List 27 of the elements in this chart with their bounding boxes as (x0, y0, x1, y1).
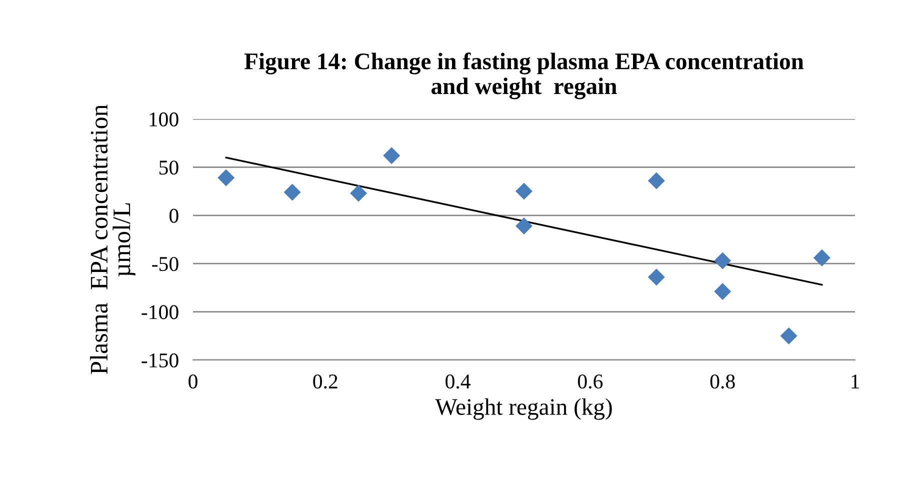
point (350, 184, 368, 202)
point (780, 327, 798, 344)
x-axis-title: Weight regain (kg) (435, 398, 612, 420)
x-tick-label: 1 (852, 374, 859, 388)
point (515, 182, 533, 200)
y-axis-title: Plasma EPA concentration µmol/L (90, 104, 136, 374)
point (714, 252, 732, 270)
point (714, 283, 732, 300)
y-tick-label: 50 (159, 160, 178, 175)
y-tick-label: 100 (150, 112, 178, 126)
y-tick-label: -100 (142, 305, 178, 320)
point (648, 268, 665, 286)
point (515, 218, 533, 235)
y-tick-label: -50 (152, 256, 178, 272)
y-tick-label: 0 (169, 208, 178, 223)
point (648, 172, 665, 190)
point (284, 184, 301, 201)
chart-title: Figure 14: Change in fasting plasma EPA concentration and weight regain (244, 52, 804, 100)
point (383, 147, 400, 164)
y-tick-label: -150 (142, 353, 178, 368)
x-tick-label: 0.6 (578, 374, 603, 389)
x-tick-label: 0.8 (710, 374, 735, 389)
point (218, 169, 235, 186)
point (813, 249, 830, 266)
x-tick-label: 0.4 (446, 374, 470, 389)
x-tick-label: 0.2 (313, 374, 338, 389)
x-tick-label: 0 (188, 374, 198, 389)
